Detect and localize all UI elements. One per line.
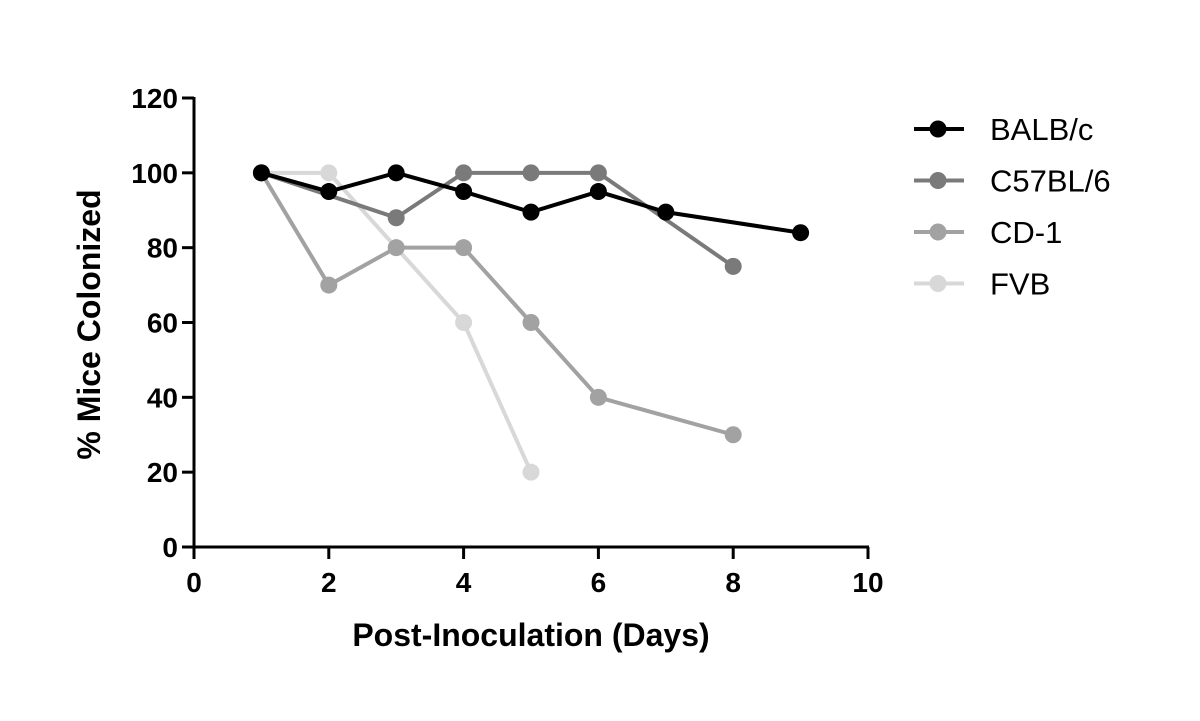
data-point-fvb: [455, 314, 473, 331]
data-point-balb-c: [455, 183, 473, 201]
legend-swatch-marker: [929, 223, 947, 241]
legend-swatch-marker: [929, 275, 947, 292]
x-axis-ticks: 0 2 4 6 8 10: [186, 547, 884, 598]
legend-swatch-marker: [929, 172, 947, 189]
data-point-cd-1: [320, 276, 338, 294]
y-tick-label: 20: [147, 457, 178, 488]
legend-item-c57bl-6: C57BL/6: [914, 164, 1111, 199]
legend-item-fvb: FVB: [914, 267, 1050, 302]
legend-label: CD-1: [990, 215, 1062, 250]
data-point-cd-1: [724, 426, 742, 444]
x-tick-label: 10: [852, 567, 883, 598]
legend-label: BALB/c: [990, 112, 1093, 147]
data-point-cd-1: [455, 239, 473, 257]
y-tick-label: 0: [162, 532, 178, 563]
y-tick-label: 100: [131, 158, 178, 189]
series-line-c57bl-6: [260, 170, 735, 269]
data-point-balb-c: [320, 183, 338, 201]
legend-label: FVB: [990, 267, 1050, 302]
data-point-c57bl-6: [522, 164, 540, 182]
legend-label: C57BL/6: [990, 164, 1111, 199]
x-tick-label: 6: [591, 567, 607, 598]
data-point-balb-c: [252, 164, 270, 182]
series-balb-c: [252, 164, 810, 242]
x-tick-label: 8: [725, 567, 741, 598]
legend-swatch-marker: [929, 120, 947, 138]
y-axis-ticks: 0 20 40 60 80 100 120: [131, 83, 194, 563]
data-point-fvb: [522, 463, 540, 481]
x-tick-label: 4: [456, 567, 472, 598]
data-point-balb-c: [589, 183, 607, 201]
y-tick-label: 40: [147, 382, 178, 413]
data-point-balb-c: [387, 164, 405, 182]
x-axis-title: Post-Inoculation (Days): [352, 617, 709, 653]
data-point-fvb: [320, 164, 338, 182]
data-point-cd-1: [522, 314, 540, 331]
data-point-c57bl-6: [455, 164, 473, 182]
data-point-balb-c: [657, 203, 675, 221]
data-point-cd-1: [387, 239, 405, 257]
x-tick-label: 0: [186, 567, 202, 598]
x-tick-label: 2: [321, 567, 337, 598]
data-point-c57bl-6: [724, 257, 742, 275]
y-axis-title: % Mice Colonized: [71, 189, 107, 459]
data-point-c57bl-6: [387, 209, 405, 227]
legend: BALB/c C57BL/6 CD-1 FVB: [914, 112, 1111, 302]
y-tick-label: 120: [131, 83, 178, 114]
plot-area: [252, 164, 810, 481]
legend-item-balb-c: BALB/c: [914, 112, 1093, 147]
legend-item-cd-1: CD-1: [914, 215, 1062, 250]
data-point-balb-c: [792, 224, 810, 242]
axes: 0 20 40 60 80 100 120 0 2 4 6 8 10: [131, 83, 883, 598]
data-point-cd-1: [589, 388, 607, 406]
data-point-c57bl-6: [589, 164, 607, 182]
y-tick-label: 80: [147, 233, 178, 264]
data-point-balb-c: [522, 203, 540, 221]
y-tick-label: 60: [147, 308, 178, 339]
series-line-balb-c: [260, 170, 801, 235]
